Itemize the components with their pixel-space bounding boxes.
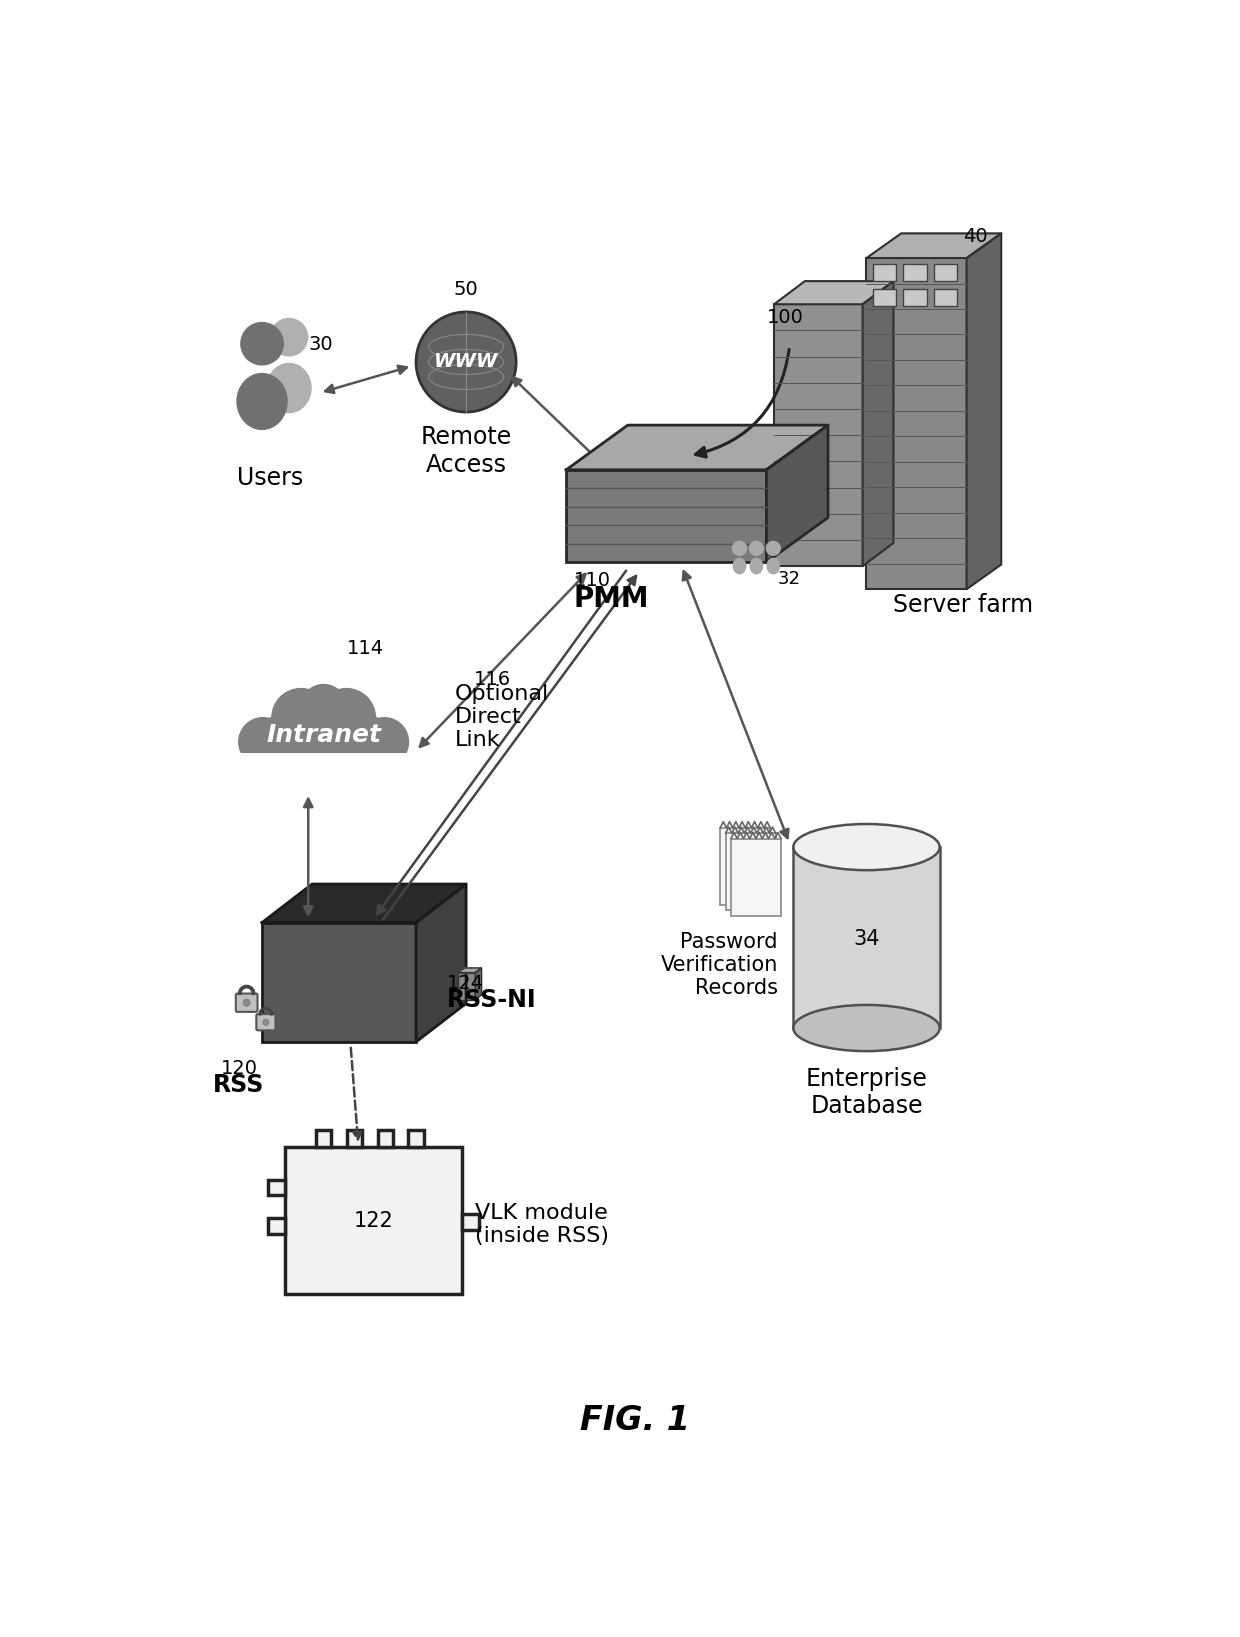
FancyBboxPatch shape	[347, 1131, 362, 1148]
Text: Users: Users	[237, 467, 303, 489]
Text: 40: 40	[962, 228, 987, 247]
FancyBboxPatch shape	[463, 1215, 479, 1229]
Ellipse shape	[237, 373, 288, 429]
Text: FIG. 1: FIG. 1	[580, 1405, 691, 1437]
Ellipse shape	[768, 558, 780, 573]
Circle shape	[301, 684, 346, 730]
Circle shape	[733, 542, 746, 555]
FancyBboxPatch shape	[316, 1131, 331, 1148]
FancyBboxPatch shape	[867, 259, 967, 589]
Ellipse shape	[794, 1005, 940, 1051]
Text: 34: 34	[853, 930, 879, 949]
FancyBboxPatch shape	[934, 264, 957, 282]
Circle shape	[270, 319, 308, 355]
Text: 50: 50	[454, 280, 479, 300]
FancyBboxPatch shape	[377, 1131, 393, 1148]
Circle shape	[317, 689, 376, 746]
Circle shape	[243, 999, 250, 1007]
Text: Server farm: Server farm	[893, 593, 1033, 617]
FancyBboxPatch shape	[720, 828, 770, 905]
FancyBboxPatch shape	[873, 264, 895, 282]
Circle shape	[766, 542, 780, 555]
FancyBboxPatch shape	[774, 304, 863, 566]
Ellipse shape	[267, 363, 311, 413]
FancyBboxPatch shape	[873, 288, 895, 306]
Polygon shape	[766, 426, 828, 561]
FancyBboxPatch shape	[904, 288, 926, 306]
FancyBboxPatch shape	[285, 1148, 463, 1293]
Text: WWW: WWW	[434, 352, 498, 372]
Ellipse shape	[733, 558, 745, 573]
FancyBboxPatch shape	[567, 470, 766, 561]
FancyBboxPatch shape	[262, 923, 417, 1041]
FancyBboxPatch shape	[231, 753, 417, 802]
Text: 122: 122	[353, 1210, 393, 1231]
FancyBboxPatch shape	[730, 838, 781, 915]
Text: 114: 114	[347, 640, 384, 658]
FancyBboxPatch shape	[257, 1013, 275, 1030]
Circle shape	[239, 717, 288, 766]
Text: Enterprise
Database: Enterprise Database	[806, 1067, 928, 1118]
Ellipse shape	[794, 823, 940, 871]
Polygon shape	[863, 282, 894, 566]
Polygon shape	[475, 967, 481, 1000]
FancyBboxPatch shape	[725, 833, 776, 910]
Text: 100: 100	[768, 308, 804, 327]
FancyBboxPatch shape	[794, 846, 940, 1028]
Text: 116: 116	[474, 670, 511, 689]
Polygon shape	[567, 426, 828, 470]
FancyBboxPatch shape	[459, 972, 475, 1000]
Circle shape	[360, 717, 408, 766]
Text: RSS: RSS	[213, 1072, 264, 1097]
Polygon shape	[417, 884, 466, 1041]
Polygon shape	[262, 884, 466, 923]
Text: VLK module
(inside RSS): VLK module (inside RSS)	[475, 1203, 609, 1246]
Polygon shape	[774, 282, 894, 304]
Text: Intranet: Intranet	[267, 724, 381, 748]
Circle shape	[277, 689, 371, 782]
Text: Optional
Direct
Link: Optional Direct Link	[455, 684, 549, 750]
FancyBboxPatch shape	[934, 288, 957, 306]
Circle shape	[263, 1020, 269, 1025]
FancyBboxPatch shape	[268, 1180, 285, 1195]
Text: Password
Verification
Records: Password Verification Records	[661, 931, 777, 999]
Polygon shape	[967, 234, 1001, 589]
Text: Remote
Access: Remote Access	[420, 426, 512, 476]
Ellipse shape	[417, 313, 516, 413]
FancyBboxPatch shape	[904, 264, 926, 282]
FancyBboxPatch shape	[408, 1131, 424, 1148]
Circle shape	[248, 715, 315, 784]
Polygon shape	[867, 234, 1001, 259]
Text: 120: 120	[221, 1059, 258, 1077]
Text: 30: 30	[309, 336, 332, 354]
Circle shape	[749, 542, 764, 555]
FancyBboxPatch shape	[236, 994, 258, 1012]
Text: RSS-NI: RSS-NI	[446, 989, 537, 1012]
Circle shape	[332, 715, 399, 784]
Text: 124: 124	[446, 974, 484, 994]
Polygon shape	[459, 967, 481, 972]
Text: PMM: PMM	[574, 586, 650, 614]
Ellipse shape	[750, 558, 763, 573]
FancyBboxPatch shape	[268, 1218, 285, 1234]
Circle shape	[272, 689, 330, 746]
Text: 32: 32	[777, 570, 801, 588]
Text: 110: 110	[574, 571, 611, 591]
Circle shape	[241, 322, 283, 365]
